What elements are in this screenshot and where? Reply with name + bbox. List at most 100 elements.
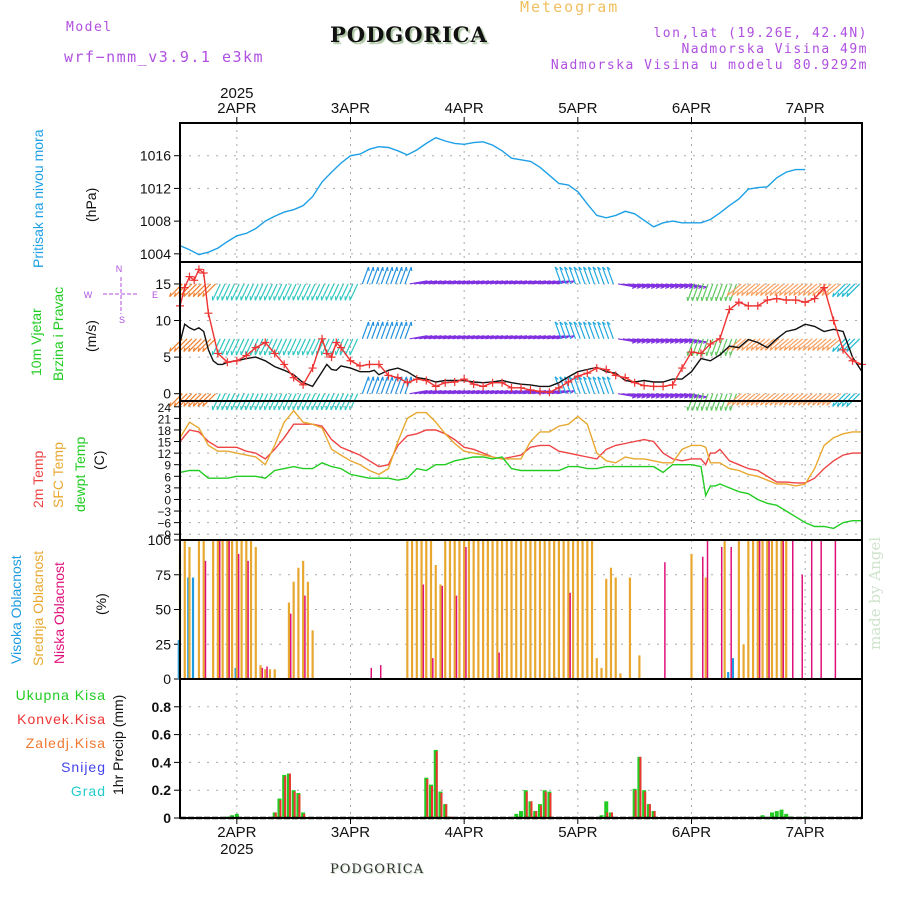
wind-barb xyxy=(606,266,614,285)
wind-barb xyxy=(546,280,565,285)
wind-barb-head xyxy=(568,376,573,380)
wind-barb-head xyxy=(401,266,403,272)
gust-marker xyxy=(204,309,213,318)
wind-barb-head xyxy=(592,376,597,380)
wind-barb xyxy=(750,338,766,351)
wind-barb xyxy=(456,280,475,285)
precip-bar xyxy=(514,813,519,818)
wind-barb xyxy=(371,266,379,285)
wind-barb xyxy=(423,280,442,285)
wind-barb xyxy=(494,280,513,285)
temp-dewpt-label: dewpt Temp xyxy=(72,437,88,512)
precip-legend-item: Konvek.Kisa xyxy=(17,711,106,727)
wind-barb-head xyxy=(724,351,727,356)
wind-barb xyxy=(259,283,269,301)
wind-barb-head xyxy=(602,321,606,325)
wind-barb-head xyxy=(570,390,575,394)
precip-bar xyxy=(644,791,647,818)
wind-barb xyxy=(622,283,641,288)
wind-barb xyxy=(807,393,823,406)
precip-bar xyxy=(544,791,547,818)
wind-barb xyxy=(216,283,226,301)
wind-barb-head xyxy=(760,291,763,296)
wind-barb-head xyxy=(587,376,592,380)
wind-barb-head xyxy=(726,401,730,406)
wind-barb-head xyxy=(646,286,651,289)
wind-barb xyxy=(212,283,221,301)
wind-barb-head xyxy=(169,347,172,352)
wind-barb-head xyxy=(377,266,380,272)
gust-marker xyxy=(232,356,241,365)
wind-barb xyxy=(665,338,684,343)
wind-barb xyxy=(783,338,799,351)
wind-barb-head xyxy=(797,346,801,351)
precip-legend-item: Zaledj.Kisa xyxy=(26,735,106,751)
wind-barb-head xyxy=(700,296,703,301)
wind-barb xyxy=(178,338,193,352)
wind-barb-head xyxy=(807,346,810,351)
wind-barb xyxy=(330,283,340,301)
pressure-panel: 1004 1008 1012 1016 xyxy=(140,122,863,263)
wind-barb-head xyxy=(705,351,708,356)
wind-barb xyxy=(494,335,513,340)
wind-barb xyxy=(394,321,403,340)
wind-barb xyxy=(461,389,480,395)
wind-barb xyxy=(471,389,490,395)
wind-barb xyxy=(826,283,842,296)
wind-barb xyxy=(736,393,752,406)
wind-barb-head xyxy=(797,401,801,406)
wind-labels: 10m Vjetar Brzina i Pravac (m/s) N W E S xyxy=(28,264,158,381)
wind-barb xyxy=(292,338,302,356)
wind-barb-head xyxy=(636,396,641,399)
wind-barb xyxy=(774,338,789,351)
wind-barb xyxy=(349,338,359,356)
precip-bar xyxy=(525,791,528,818)
precip-bar xyxy=(274,812,277,818)
wind-barb xyxy=(554,266,562,285)
cloud-labels: Visoka Oblacnost Srednja Oblacnost Niska… xyxy=(8,551,109,666)
wind-barb-head xyxy=(386,321,389,326)
wind-barb xyxy=(509,280,527,285)
wind-barb xyxy=(385,266,393,285)
gust-marker xyxy=(261,338,270,347)
wind-barb xyxy=(527,280,546,285)
wind-barb xyxy=(409,280,428,285)
wind-barb xyxy=(783,283,799,296)
wind-barb-head xyxy=(592,266,597,271)
wind-barb-head xyxy=(797,291,801,296)
ytick-label: 18 xyxy=(158,424,172,438)
wind-barb xyxy=(636,338,655,343)
wind-barb-head xyxy=(691,406,694,411)
wind-barb xyxy=(380,321,389,340)
wind-barb-head xyxy=(710,351,712,356)
wind-barb xyxy=(273,338,283,356)
precip-bar xyxy=(634,790,637,818)
gust-marker xyxy=(535,387,544,396)
xtick-label-bottom: 4APR xyxy=(445,824,484,841)
gust-marker xyxy=(715,334,724,343)
wind-barb-head xyxy=(683,396,689,399)
wind-barb xyxy=(428,389,447,395)
gust-marker xyxy=(507,383,516,392)
precip-bar xyxy=(760,815,765,818)
wind-barb-head xyxy=(764,291,768,296)
wind-barb-head xyxy=(391,266,394,272)
wind-barb xyxy=(769,338,785,351)
wind-barb-head xyxy=(641,396,646,399)
wind-barb xyxy=(409,389,428,395)
cloud-panel: 0 25 50 75 100 xyxy=(148,532,863,687)
ytick-label: 25 xyxy=(155,636,171,652)
gust-marker xyxy=(678,364,687,373)
wind-barb-head xyxy=(367,266,370,272)
gust-marker xyxy=(431,382,440,391)
wind-barb-head xyxy=(821,291,825,296)
wind-barb xyxy=(390,321,398,340)
wind-barb xyxy=(715,338,723,356)
wind-barb-head xyxy=(802,401,806,406)
wind-barb-head xyxy=(602,376,606,380)
wind-barb-head xyxy=(587,321,592,325)
wind-barb-head xyxy=(793,346,796,351)
precip-legend-item: Snijeg xyxy=(61,759,106,775)
wind-barb xyxy=(438,335,456,340)
wind-barb-head xyxy=(755,401,758,406)
